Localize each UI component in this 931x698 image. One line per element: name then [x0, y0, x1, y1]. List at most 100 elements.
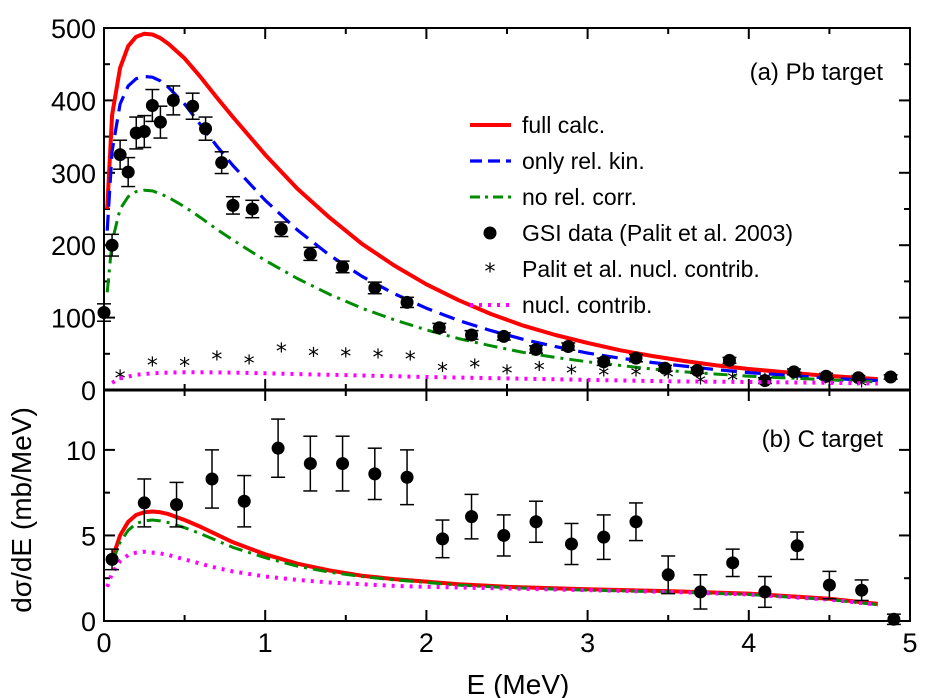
- data-point: [170, 498, 184, 512]
- data-point: [274, 222, 288, 236]
- panel-label: (b) C target: [762, 426, 884, 453]
- series-line-norel: [110, 518, 878, 607]
- star-marker: *: [759, 371, 770, 396]
- star-marker: *: [663, 366, 674, 391]
- legend-label-nucl: nucl. contrib.: [522, 292, 652, 318]
- data-point: [887, 612, 901, 626]
- star-marker: *: [373, 346, 384, 371]
- data-point: [237, 494, 251, 508]
- data-point: [790, 539, 804, 553]
- data-point: [629, 515, 643, 529]
- data-point: [465, 328, 479, 342]
- legend-swatch-palit: *: [485, 260, 496, 285]
- data-point: [137, 496, 151, 510]
- y-axis-title: dσ/dE (mb/MeV): [6, 407, 37, 613]
- data-point: [561, 340, 575, 354]
- data-point: [497, 329, 511, 343]
- data-point: [199, 122, 213, 136]
- data-point: [661, 568, 675, 582]
- data-point: [787, 365, 801, 379]
- y-tick-label: 100: [51, 304, 96, 334]
- data-point: [303, 457, 317, 471]
- data-point: [855, 583, 869, 597]
- data-point: [303, 247, 317, 261]
- x-axis: 0 1 2 3 4 5: [96, 628, 917, 658]
- legend-label-full: full calc.: [522, 112, 605, 138]
- data-point: [436, 532, 450, 546]
- data-point: [497, 528, 511, 542]
- x-tick-label: 1: [258, 628, 273, 658]
- data-point: [629, 351, 643, 365]
- star-marker: *: [340, 345, 351, 370]
- data-point: [690, 363, 704, 377]
- y-tick-label: 200: [51, 231, 96, 261]
- data-point: [166, 93, 180, 107]
- x-tick-label: 5: [902, 628, 917, 658]
- data-point: [205, 472, 219, 486]
- data-point: [884, 370, 898, 384]
- x-tick-label: 2: [419, 628, 434, 658]
- series-line-full: [105, 31, 878, 382]
- data-point: [368, 281, 382, 295]
- data-point: [726, 556, 740, 570]
- star-marker: *: [276, 340, 287, 365]
- data-point: [186, 99, 200, 113]
- star-marker: *: [469, 356, 480, 381]
- data-point: [245, 202, 259, 216]
- legend: full calc. only rel. kin. no rel. corr. GSI…: [470, 112, 793, 318]
- series-line-nucl: [105, 549, 879, 607]
- data-point: [97, 306, 111, 320]
- data-point: [400, 470, 414, 484]
- star-marker: *: [566, 362, 577, 387]
- y-tick-label: 400: [51, 86, 96, 116]
- data-point: [529, 342, 543, 356]
- data-point: [336, 260, 350, 274]
- legend-label-norel: no rel. corr.: [522, 184, 637, 210]
- y-tick-label: 500: [51, 14, 96, 44]
- data-point: [722, 353, 736, 367]
- data-point: [758, 585, 772, 599]
- series-line-rel: [105, 74, 878, 383]
- data-point: [105, 238, 119, 252]
- x-tick-label: 4: [741, 628, 756, 658]
- x-tick-label: 3: [580, 628, 595, 658]
- y-tick-label: 0: [81, 607, 96, 637]
- y-tick-label: 0: [81, 376, 96, 406]
- data-point: [368, 467, 382, 481]
- data-point: [336, 457, 350, 471]
- legend-label-data: GSI data (Palit et al. 2003): [522, 220, 793, 246]
- star-marker: *: [695, 372, 706, 397]
- x-tick-label: 0: [96, 628, 111, 658]
- data-point: [597, 355, 611, 369]
- star-marker: *: [147, 354, 158, 379]
- series-line-norel: [105, 188, 878, 384]
- data-point: [658, 361, 672, 375]
- data-point: [693, 585, 707, 599]
- data-point: [822, 578, 836, 592]
- star-marker: *: [534, 358, 545, 383]
- legend-label-rel: only rel. kin.: [522, 148, 645, 174]
- data-point: [145, 98, 159, 112]
- data-point: [121, 165, 135, 179]
- star-marker: *: [244, 352, 255, 377]
- data-point: [226, 198, 240, 212]
- data-point: [271, 441, 285, 455]
- legend-swatch-data: [483, 226, 497, 240]
- star-marker: *: [502, 362, 513, 387]
- star-marker: *: [824, 373, 835, 398]
- x-axis-title: E (MeV): [467, 669, 570, 698]
- star-marker: *: [437, 360, 448, 385]
- data-point: [105, 552, 119, 566]
- y-tick-label: 300: [51, 159, 96, 189]
- star-marker: *: [211, 348, 222, 373]
- star-marker: *: [308, 345, 319, 370]
- legend-label-palit: Palit et al. nucl. contrib.: [522, 256, 760, 282]
- star-marker: *: [115, 367, 126, 392]
- data-point: [597, 530, 611, 544]
- data-point: [465, 510, 479, 524]
- panel-b: 0 5 10 (b) C target: [66, 389, 911, 637]
- star-marker: *: [856, 375, 867, 400]
- star-marker: *: [630, 364, 641, 389]
- star-marker: *: [792, 368, 803, 393]
